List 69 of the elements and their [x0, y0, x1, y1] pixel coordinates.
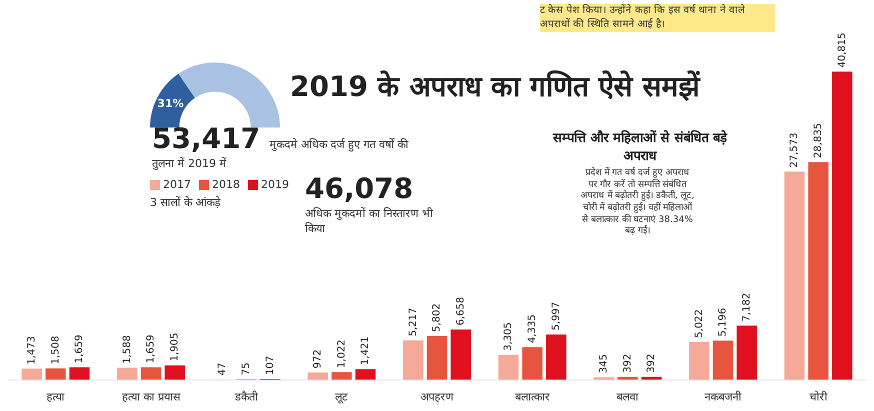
bar: [808, 162, 828, 380]
data-label: 5,217: [408, 308, 419, 336]
data-label: 1,421: [360, 336, 372, 366]
data-label: 3,305: [503, 322, 514, 351]
bar: [117, 368, 138, 380]
data-label: 1,022: [336, 339, 348, 368]
x-tick-label: नकबजनी: [704, 390, 742, 404]
x-tick-label: चोरी: [809, 390, 828, 404]
bar: [308, 372, 328, 380]
bar: [594, 377, 614, 380]
bar: [332, 372, 352, 380]
data-label: 972: [312, 349, 324, 368]
bar: [426, 336, 448, 380]
legend-label: 2018: [212, 178, 240, 191]
text: ट केस पेश किया। उन्होंने कहा कि इस वर्ष थाना ने वाले अपराधों की स्थिति सामने आई है।: [540, 4, 775, 32]
x-tick-label: हत्या: [46, 390, 65, 404]
data-label: 4,335: [526, 314, 538, 344]
bar: [736, 326, 757, 380]
bar: [164, 365, 185, 380]
data-label: 6,658: [455, 296, 466, 326]
data-label: 27,573: [789, 132, 800, 168]
data-label: 1,508: [50, 336, 62, 364]
bar: [450, 330, 471, 380]
annotation: प्रदेश में गत वर्ष दर्ज हुए अपराध पर गौर करें तो सम्पत्ति संबंधित अपराध में बढ़ोतरी हुई। डकैती, लूट, चोरी में बढ़ोतरी हुई। वहीं महिलाओं से बलात्कार की घटनाएं 38.34% बढ़ गईं।: [580, 168, 695, 238]
x-tick-label: लूट: [335, 390, 348, 404]
annotation: 46,078 अधिक मुकदमों का निस्तारण भी किया: [305, 172, 433, 235]
data-label: 5,802: [432, 303, 443, 332]
legend-label: 2019: [261, 178, 289, 191]
bar: [46, 368, 66, 380]
data-label: 40,815: [836, 32, 848, 68]
bar: [832, 72, 852, 380]
text: सम्पत्ति और महिलाओं से संबंधित बड़े अपराध: [552, 129, 728, 164]
bar: [712, 340, 734, 380]
x-tick-label: बलात्कार: [514, 390, 550, 404]
bar: [689, 342, 710, 380]
x-tick-label: बलवा: [616, 390, 639, 404]
data-label: 392: [622, 354, 634, 373]
x-tick-label: डकैती: [234, 390, 258, 404]
x-tick-label: हत्या का प्रयास: [122, 390, 181, 404]
data-label: 7,182: [741, 292, 752, 322]
x-tick-label: अपहरण: [420, 390, 454, 404]
bar: [784, 172, 805, 380]
data-label: 1,588: [122, 335, 133, 364]
data-label: 392: [646, 354, 658, 373]
data-label: 47: [217, 362, 228, 376]
data-label: 107: [264, 356, 276, 375]
legend-title: 3 सालों के आंकड़े: [150, 195, 222, 209]
bar: [403, 340, 424, 380]
data-label: 1,659: [146, 334, 157, 364]
data-label: 75: [240, 362, 252, 376]
bar: [546, 334, 566, 380]
bar: [355, 369, 376, 380]
data-label: 1,905: [169, 332, 180, 362]
data-label: 5,997: [550, 302, 562, 331]
data-label: 28,835: [812, 123, 824, 158]
bar: [140, 367, 162, 380]
bar: [69, 367, 90, 380]
bar: [22, 368, 42, 380]
data-label: 1,659: [74, 334, 86, 364]
data-label: 345: [598, 354, 610, 374]
bar: [522, 347, 542, 380]
data-label: 5,196: [718, 308, 729, 337]
text: 53,417 मुकदमे अधिक दर्ज हुए गत वर्षों की तुलना में 2019 में: [152, 122, 409, 170]
data-label: 1,473: [26, 336, 38, 365]
bar: [498, 354, 519, 380]
data-label: 5,022: [694, 309, 705, 338]
chart-title: 2019 के अपराध का गणित ऐसे समझें: [290, 69, 700, 104]
data-label: 31%: [157, 96, 184, 110]
legend-label: 2017: [163, 178, 191, 191]
